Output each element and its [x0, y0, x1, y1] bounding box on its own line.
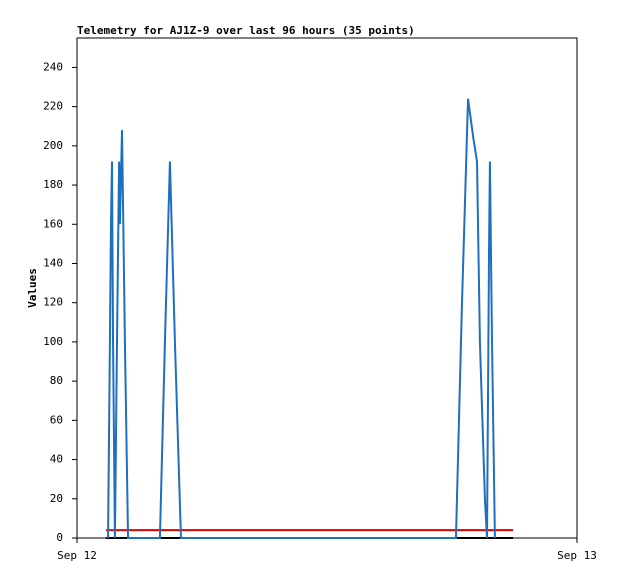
y-tick-label: 240 [43, 60, 63, 73]
y-tick-label: 200 [43, 139, 63, 152]
chart-title: Telemetry for AJ1Z-9 over last 96 hours … [77, 24, 415, 37]
y-axis-label: Values [26, 268, 39, 308]
y-tick-label: 160 [43, 217, 63, 230]
series-line [107, 98, 496, 539]
y-tick-label: 140 [43, 256, 63, 269]
y-tick-label: 60 [50, 413, 63, 426]
y-tick-label: 80 [50, 374, 63, 387]
y-tick-label: 180 [43, 178, 63, 191]
y-tick-label: 0 [56, 531, 63, 544]
x-tick-label: Sep 13 [557, 549, 597, 562]
y-tick-label: 20 [50, 492, 63, 505]
y-tick-label: 100 [43, 335, 63, 348]
y-tick-label: 40 [50, 453, 63, 466]
y-tick-label: 220 [43, 100, 63, 113]
y-tick-label: 120 [43, 296, 63, 309]
x-tick-label: Sep 12 [57, 549, 97, 562]
